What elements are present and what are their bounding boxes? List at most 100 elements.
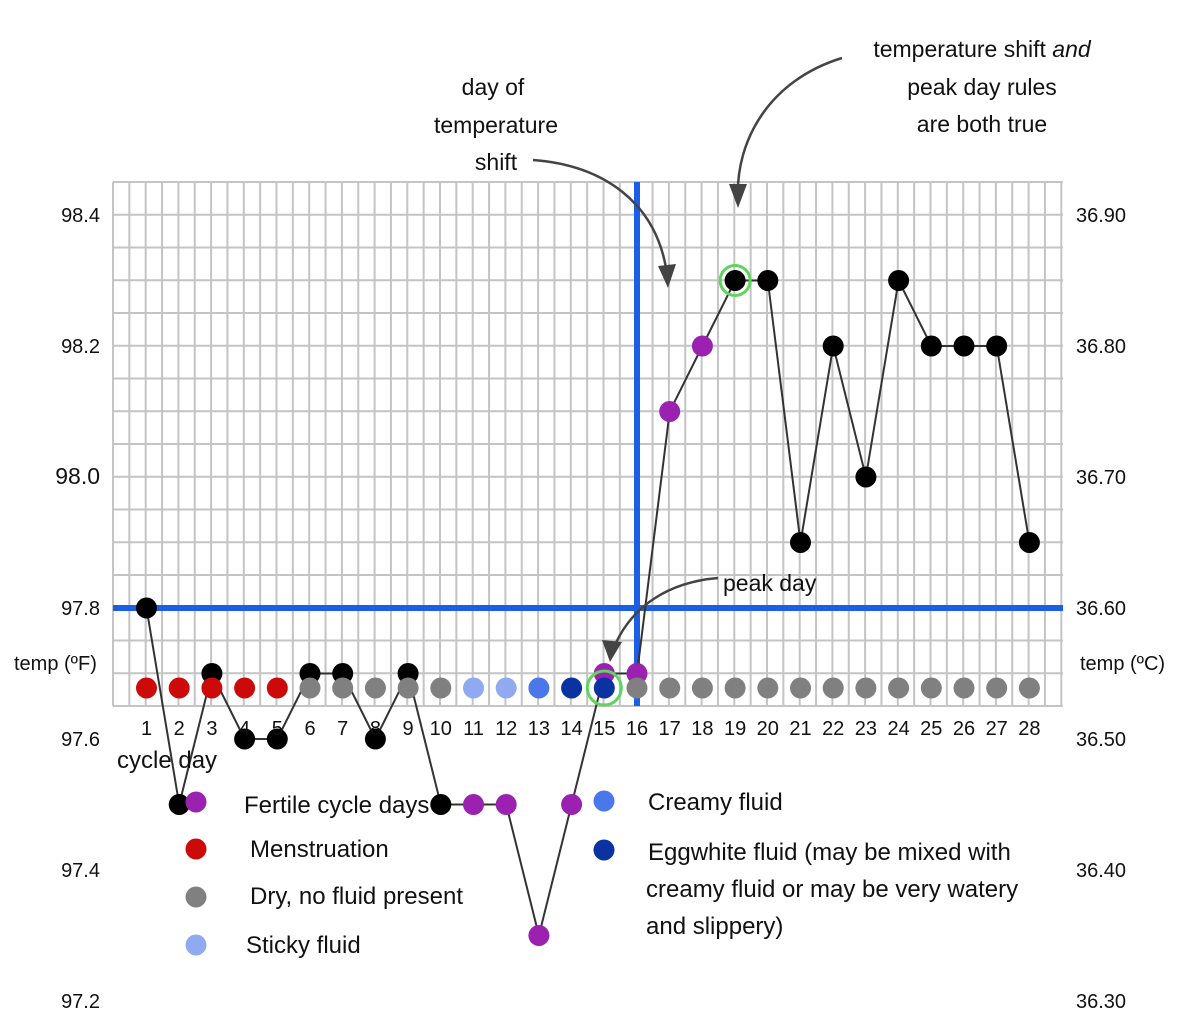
temperature-point — [332, 663, 354, 684]
fluid-dot-menstruation — [234, 677, 256, 699]
annotation-temp-shift-line3: shift — [475, 149, 518, 175]
annotation-temp-shift-line2: temperature — [434, 112, 558, 138]
fluid-dot-dry — [888, 677, 910, 699]
temperature-point — [920, 335, 942, 357]
temperature-point — [299, 663, 321, 684]
fluid-dot-sticky — [495, 677, 517, 699]
temperature-point — [364, 728, 386, 750]
temperature-point — [953, 335, 975, 357]
fluid-dot-creamy — [528, 677, 550, 699]
x-tick-day: 15 — [593, 718, 615, 740]
x-tick-day: 25 — [920, 718, 942, 740]
temperature-point-fertile — [691, 335, 713, 357]
fluid-dot-dry — [790, 677, 811, 699]
x-tick-day: 19 — [724, 718, 746, 740]
y-tick-left: 98.0 — [55, 463, 100, 489]
fluid-dot-sticky — [463, 677, 484, 699]
temperature-point-fertile — [463, 794, 484, 815]
temperature-point — [136, 597, 157, 619]
x-tick-day: 1 — [141, 718, 152, 740]
x-tick-day: 26 — [953, 718, 975, 740]
legend-swatch-sticky — [185, 934, 207, 956]
chart-grid — [112, 181, 1063, 707]
annotation-arrow-temp-shift — [532, 158, 670, 283]
temperature-point-fertile — [626, 663, 648, 684]
y-tick-left: 97.4 — [61, 860, 100, 882]
temperature-point-fertile — [495, 794, 517, 815]
y-tick-right: 36.30 — [1076, 991, 1126, 1013]
fluid-dot-eggwhite — [561, 677, 583, 699]
temperature-point — [1018, 532, 1040, 553]
annotation-peak-day-text: peak day — [723, 570, 817, 596]
x-tick-day: 5 — [272, 718, 283, 740]
y-tick-left: 97.6 — [61, 729, 100, 751]
fluid-dot-menstruation — [201, 677, 223, 699]
fluid-dot-menstruation — [136, 677, 157, 699]
annotation-peak-day: peak day — [602, 570, 817, 662]
temperature-point — [855, 466, 877, 488]
temperature-point — [168, 794, 190, 815]
fluid-dot-dry — [430, 677, 452, 699]
left-axis-label: temp (ºF) — [14, 653, 97, 675]
axis-ticks: 98.4 36.90 98.2 36.80 98.0 36.70 97.8 36.60 97.6… — [55, 205, 1126, 1013]
temperature-point — [234, 728, 256, 750]
x-tick-day: 21 — [789, 718, 811, 740]
x-tick-day: 14 — [560, 718, 582, 740]
right-axis-label: temp (ºC) — [1080, 653, 1165, 675]
arrowhead-icon — [729, 184, 747, 208]
peak-day-highlight — [585, 669, 623, 707]
annotation-arrow-both-rules — [736, 56, 843, 201]
fluid-dot-dry — [953, 677, 975, 699]
x-tick-day: 6 — [304, 718, 315, 740]
fluid-dot-dry — [1018, 677, 1040, 699]
temperature-point — [201, 663, 223, 684]
temperature-point — [790, 532, 811, 553]
temperature-point-fertile — [561, 794, 583, 815]
y-tick-left: 98.2 — [61, 336, 100, 358]
temperature-point — [986, 335, 1008, 357]
y-tick-left: 98.4 — [61, 205, 100, 227]
x-tick-day: 9 — [403, 718, 414, 740]
fluid-dot-menstruation — [266, 677, 288, 699]
x-tick-day: 8 — [370, 718, 381, 740]
fluid-dot-dry — [920, 677, 942, 699]
legend-swatch-fertile — [185, 791, 207, 813]
x-tick-day: 4 — [239, 718, 250, 740]
y-tick-right: 36.40 — [1076, 860, 1126, 882]
y-tick-right: 36.70 — [1076, 467, 1126, 489]
legend-label-creamy: Creamy fluid — [648, 789, 783, 816]
temperature-point — [266, 728, 288, 750]
x-tick-day: 16 — [626, 718, 648, 740]
temperature-point — [822, 335, 844, 357]
y-tick-right: 36.80 — [1076, 336, 1126, 358]
annotation-both-rules: temperature shift and peak day rules are… — [729, 36, 1092, 208]
arrowhead-icon — [602, 640, 622, 662]
temperature-line — [145, 277, 1031, 936]
annotation-temperature-shift: day of temperature shift — [434, 74, 676, 288]
annotation-both-rules-line2: peak day rules — [907, 74, 1057, 100]
legend-swatch-dry — [185, 886, 207, 908]
legend-label-sticky: Sticky fluid — [246, 932, 361, 959]
y-tick-left: 97.8 — [61, 598, 100, 620]
both-rules-highlight — [718, 264, 752, 297]
fluid-dot-dry — [691, 677, 713, 699]
legend-swatch-menstruation — [185, 838, 207, 860]
legend: Fertile cycle days Menstruation Dry, no … — [185, 789, 1018, 959]
legend-label-menstruation: Menstruation — [250, 836, 389, 863]
fluid-dot-dry — [757, 677, 779, 699]
annotation-arrow-peak-day — [610, 576, 719, 653]
fluid-dot-dry — [659, 677, 681, 699]
legend-label-eggwhite-line1: Eggwhite fluid (may be mixed with — [648, 839, 1011, 866]
y-tick-right: 36.90 — [1076, 205, 1126, 227]
fluid-dot-eggwhite — [593, 677, 615, 699]
x-tick-day: 28 — [1018, 718, 1040, 740]
fluid-dot-dry — [299, 677, 321, 699]
fluid-dot-dry — [986, 677, 1008, 699]
y-tick-right: 36.50 — [1076, 729, 1126, 751]
temperature-point-fertile — [659, 401, 681, 422]
legend-label-eggwhite-line3: and slippery) — [646, 913, 783, 940]
temperature-point — [430, 794, 452, 815]
temperature-point-fertile — [593, 663, 615, 684]
x-tick-day: 24 — [887, 718, 909, 740]
fluid-dot-menstruation — [168, 677, 190, 699]
